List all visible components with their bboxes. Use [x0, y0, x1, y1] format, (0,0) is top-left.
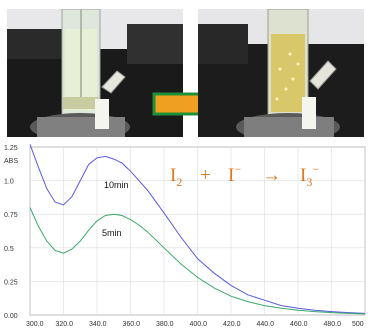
- y-tick-label: 0.75: [4, 212, 18, 219]
- series-label-5min: 5min: [102, 228, 122, 238]
- x-tick-label: 480.0: [324, 321, 342, 328]
- x-tick-label: 420.0: [223, 321, 241, 328]
- eq-arrow: →: [262, 165, 281, 186]
- y-tick-label: 1.25: [4, 145, 18, 152]
- absorbance-chart: 0.00 0.25 0.5 0.75 1.0 1.25 300.0 320.0 340.0 360…: [4, 144, 366, 328]
- x-tick-label: 460.0: [290, 321, 308, 328]
- x-tick-label: 500: [352, 321, 364, 328]
- photo-before: [7, 9, 183, 137]
- series-line-10min: [29, 144, 366, 314]
- series-label-10min: 10min: [104, 180, 129, 190]
- x-tick-label: 300.0: [26, 321, 44, 328]
- y-tick-label: 0.25: [4, 279, 18, 286]
- photo-after: [198, 9, 364, 137]
- y-tick-label: 1.0: [4, 179, 14, 186]
- grid: [29, 146, 366, 316]
- eq-iodide: I−: [228, 162, 241, 186]
- ticks: 0.00 0.25 0.5 0.75 1.0 1.25 300.0 320.0 340.0 360…: [4, 145, 364, 328]
- eq-triiodide: I3−: [300, 162, 319, 189]
- photo-before-image: [7, 9, 183, 137]
- eq-plus: +: [200, 165, 211, 186]
- series: [29, 144, 366, 315]
- y-tick-label: 0.5: [4, 246, 14, 253]
- x-tick-label: 400.0: [190, 321, 208, 328]
- eq-iodine: I2: [170, 165, 182, 189]
- reaction-equation: I2 + I− → I3−: [170, 162, 319, 189]
- x-tick-label: 340.0: [89, 321, 107, 328]
- x-tick-label: 360.0: [123, 321, 141, 328]
- x-tick-label: 380.0: [156, 321, 174, 328]
- x-tick-label: 440.0: [257, 321, 275, 328]
- photo-after-image: [198, 9, 364, 137]
- series-line-5min: [29, 207, 366, 315]
- y-axis-label: ABS: [4, 158, 18, 165]
- y-tick-label: 0.00: [4, 313, 18, 320]
- x-tick-label: 320.0: [56, 321, 74, 328]
